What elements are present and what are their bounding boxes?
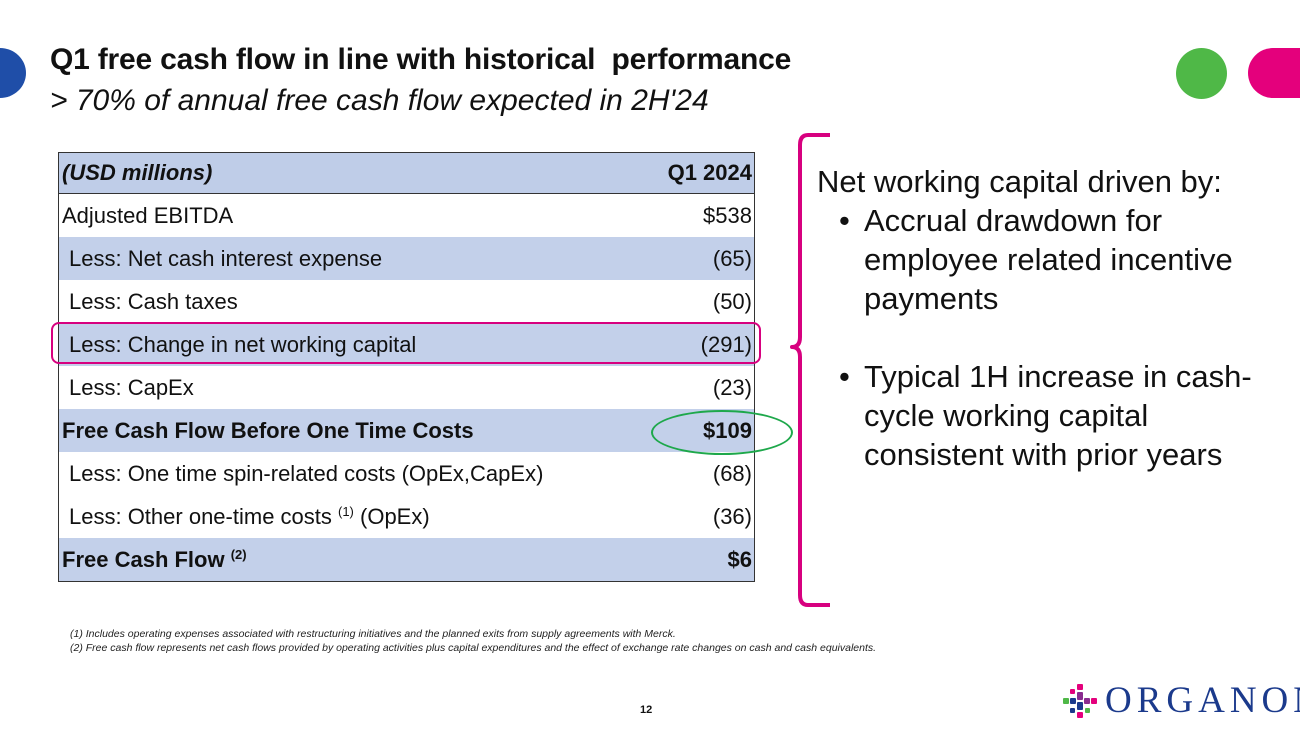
row-label: Free Cash Flow (2) bbox=[62, 547, 247, 573]
row-value: (291) bbox=[700, 331, 752, 357]
row-value: (68) bbox=[712, 460, 752, 486]
footnote-ref-2: (2) bbox=[230, 546, 247, 562]
footnote-ref-1: (1) bbox=[338, 503, 354, 519]
row-label: Less: One time spin-related costs (OpEx,… bbox=[69, 460, 544, 486]
decorative-blue-dot bbox=[0, 48, 26, 98]
table-row-free-cash-flow: Free Cash Flow (2) $6 bbox=[59, 538, 754, 581]
row-value: (36) bbox=[712, 503, 752, 529]
row-label: Adjusted EBITDA bbox=[62, 202, 234, 228]
commentary-bullet: Accrual drawdown for employee related in… bbox=[817, 201, 1287, 318]
row-label: Less: CapEx bbox=[69, 374, 194, 400]
row-label-start: Less: Other one-time costs bbox=[69, 503, 338, 529]
footnote-1: (1) Includes operating expenses associat… bbox=[70, 628, 676, 640]
table-row-capex: Less: CapEx (23) bbox=[59, 366, 754, 409]
commentary-panel: Net working capital driven by: Accrual d… bbox=[817, 162, 1287, 474]
footnote-2: (2) Free cash flow represents net cash f… bbox=[70, 641, 877, 654]
table-row-working-capital: Less: Change in net working capital (291… bbox=[59, 323, 754, 366]
table-header-row: (USD millions) Q1 2024 bbox=[59, 153, 754, 194]
row-label: Less: Change in net working capital bbox=[69, 331, 417, 357]
table-row-adjusted-ebitda: Adjusted EBITDA $538 bbox=[59, 194, 754, 237]
table-row-spin-costs: Less: One time spin-related costs (OpEx,… bbox=[59, 452, 754, 495]
commentary-bullet: Typical 1H increase in cash-cycle workin… bbox=[817, 357, 1287, 474]
commentary-list: Accrual drawdown for employee related in… bbox=[817, 201, 1287, 474]
row-value: (23) bbox=[712, 374, 752, 400]
slide-subtitle: > 70% of annual free cash flow expected … bbox=[50, 84, 709, 117]
row-label: Less: Cash taxes bbox=[69, 288, 238, 314]
footnotes: (1) Includes operating expenses associat… bbox=[70, 628, 876, 655]
row-value: $6 bbox=[727, 546, 752, 572]
slide-title: Q1 free cash flow in line with historica… bbox=[50, 43, 792, 76]
decorative-green-dot bbox=[1176, 48, 1227, 99]
commentary-heading: Net working capital driven by: bbox=[817, 164, 1222, 199]
organon-logo: ORGANON TM bbox=[1062, 681, 1300, 721]
row-label: Free Cash Flow Before One Time Costs bbox=[62, 417, 474, 443]
cash-flow-table: (USD millions) Q1 2024 Adjusted EBITDA $… bbox=[58, 152, 755, 582]
row-label: Less: Other one-time costs (1) (OpEx) bbox=[62, 504, 430, 530]
organon-wordmark: ORGANON bbox=[1105, 680, 1300, 721]
organon-logo-mark-icon bbox=[1063, 684, 1097, 718]
row-label: Less: Net cash interest expense bbox=[69, 245, 383, 271]
fcf-value-highlight bbox=[651, 410, 793, 455]
row-value: (65) bbox=[712, 245, 752, 271]
header-period: Q1 2024 bbox=[667, 160, 752, 185]
table-row-cash-taxes: Less: Cash taxes (50) bbox=[59, 280, 754, 323]
table-row-interest-expense: Less: Net cash interest expense (65) bbox=[59, 237, 754, 280]
table-row-other-one-time-costs: Less: Other one-time costs (1) (OpEx) (3… bbox=[59, 495, 754, 538]
row-value: $538 bbox=[703, 202, 752, 228]
row-value: (50) bbox=[712, 288, 752, 314]
row-label-start: Free Cash Flow bbox=[62, 546, 231, 572]
table-row-fcf-before-one-time: Free Cash Flow Before One Time Costs $10… bbox=[59, 409, 754, 452]
curly-brace-icon bbox=[790, 133, 830, 607]
page-number: 12 bbox=[640, 704, 653, 716]
header-label: (USD millions) bbox=[62, 160, 213, 185]
row-label-end: (OpEx) bbox=[353, 503, 430, 529]
decorative-pink-dot bbox=[1248, 48, 1300, 98]
working-capital-highlight bbox=[51, 322, 761, 364]
